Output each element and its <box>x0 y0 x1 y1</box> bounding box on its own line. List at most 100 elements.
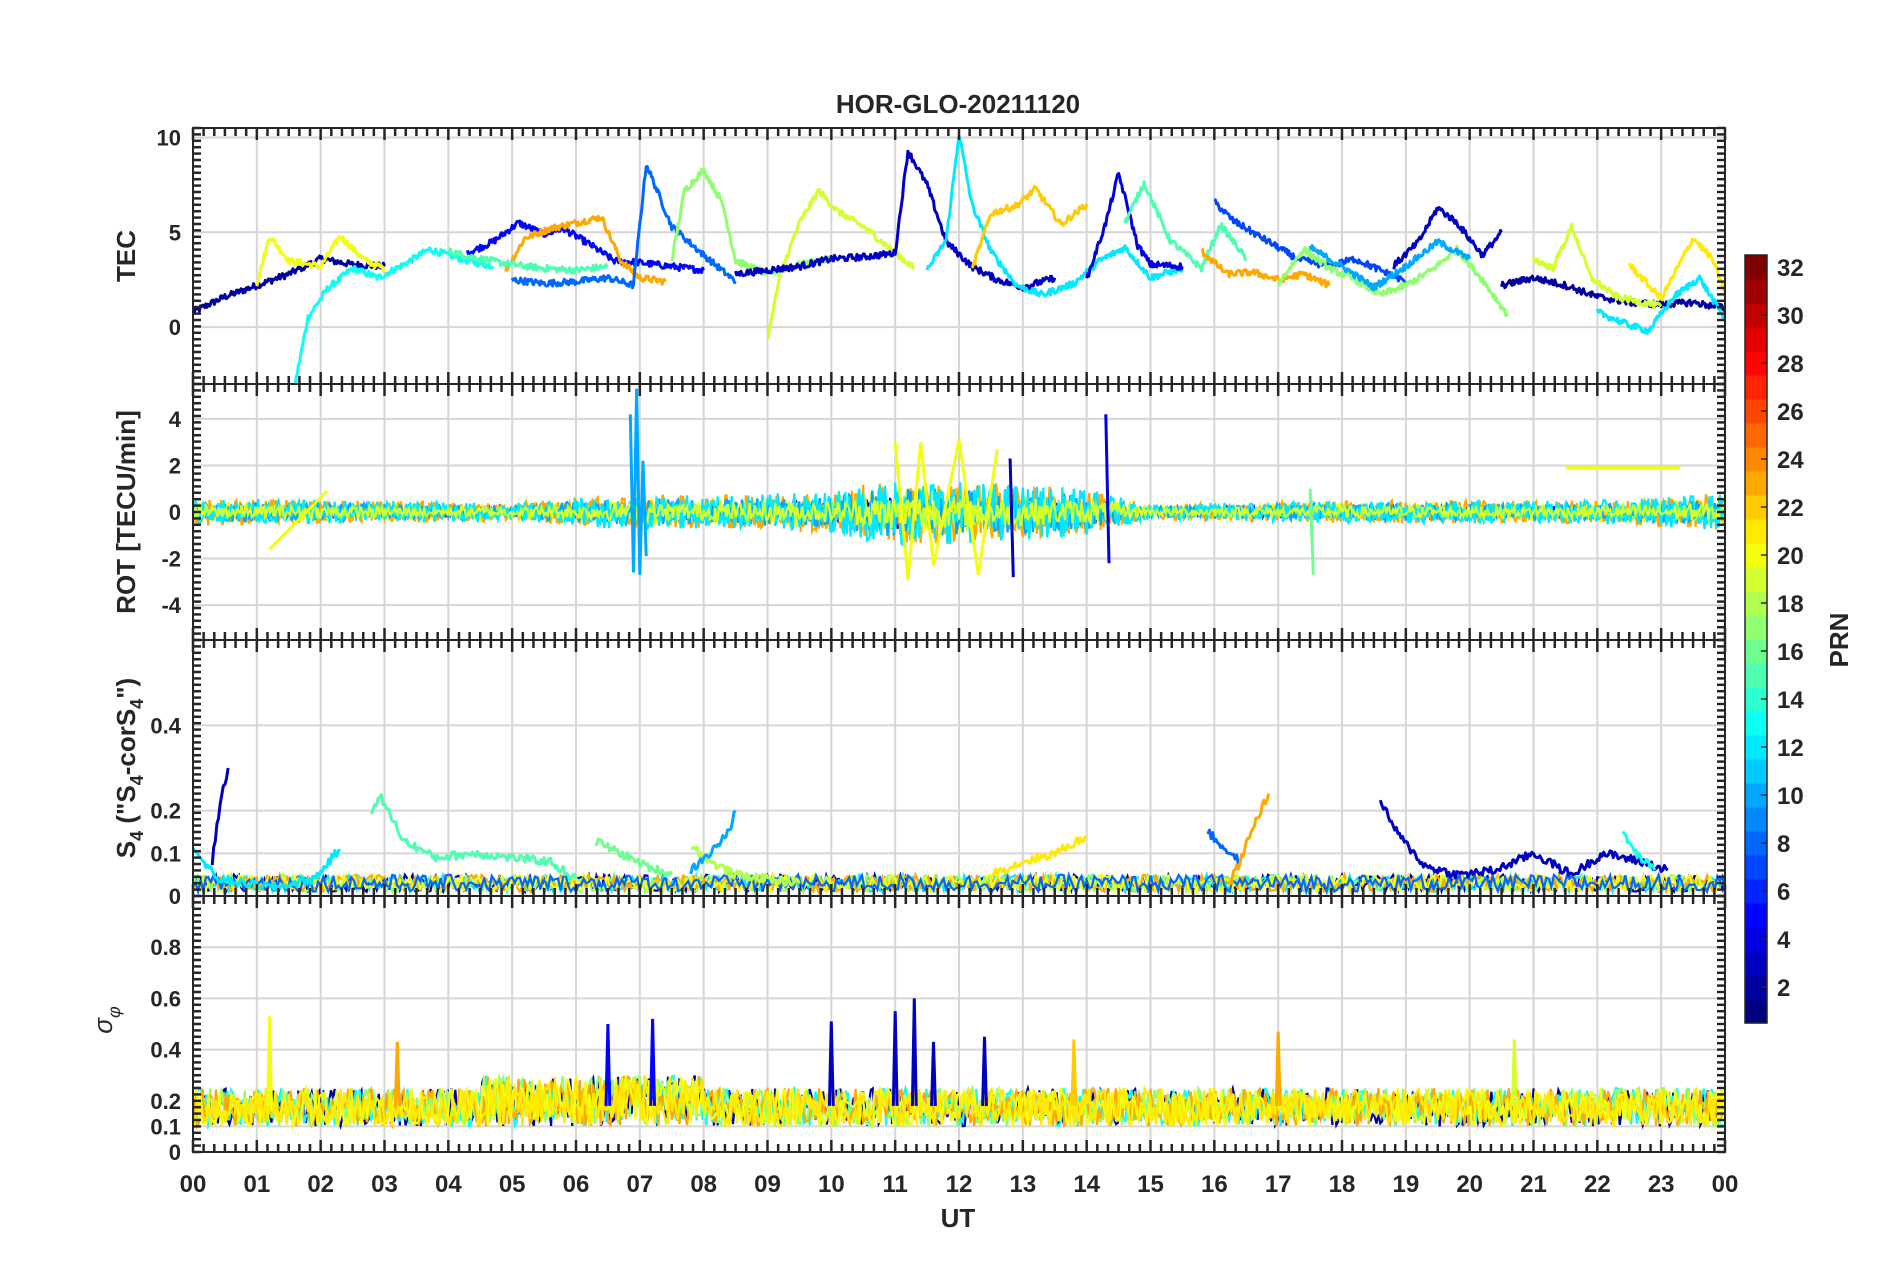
colorbar-swatch <box>1745 447 1767 472</box>
colorbar-swatch <box>1745 831 1767 856</box>
sigma-spike <box>891 1011 899 1106</box>
colorbar-tick-label: 12 <box>1777 735 1804 762</box>
colorbar-swatch <box>1745 519 1767 544</box>
y-tick-label: 0.1 <box>150 841 181 866</box>
colorbar-swatch <box>1745 663 1767 688</box>
chart-title: HOR-GLO-20211120 <box>836 89 1080 119</box>
x-tick-label: 08 <box>690 1171 717 1198</box>
x-tick-label: 01 <box>243 1171 270 1198</box>
rot-spike <box>268 490 329 551</box>
tec-trace-prn-23 <box>504 214 667 286</box>
tec-trace-prn-13 <box>293 246 495 384</box>
sigma-spike <box>981 1036 988 1106</box>
colorbar-swatch <box>1745 639 1767 664</box>
colorbar-swatch <box>1745 687 1767 712</box>
colorbar-tick-label: 28 <box>1777 351 1804 378</box>
tec-trace-prn-2 <box>1500 274 1725 312</box>
colorbar-swatch <box>1745 735 1767 760</box>
colorbar-swatch <box>1745 927 1767 952</box>
tec-trace-prn-17 <box>1276 244 1510 318</box>
y-tick-label: 0.6 <box>150 986 181 1011</box>
tec-trace-prn-4 <box>1085 172 1184 279</box>
colorbar-swatch <box>1745 591 1767 616</box>
y-tick-label: 0 <box>169 315 181 340</box>
x-tick-labels: 00 01 02 03 04 05 06 07 08 09 10 11 12 13 14 15 16 17 18 19… <box>180 1171 1739 1198</box>
s4-trace-prn-10 <box>689 809 737 875</box>
panel-tec: 0 5 10 TEC <box>111 125 1727 386</box>
x-tick-label: 19 <box>1392 1171 1419 1198</box>
sigma-baseline-prn-21 <box>193 1075 1724 1130</box>
colorbar-label: PRN <box>1824 613 1854 668</box>
rot-spike <box>1104 414 1111 564</box>
y-tick-label: 0.4 <box>150 713 181 738</box>
colorbar-swatch <box>1745 783 1767 808</box>
tec-trace-prn-21 <box>1627 237 1725 302</box>
s4-trace-prn-12 <box>193 847 342 892</box>
colorbar-swatch <box>1745 903 1767 928</box>
x-tick-label: 00 <box>180 1171 207 1198</box>
x-tick-label: 14 <box>1073 1171 1100 1198</box>
colorbar-tick-label: 4 <box>1777 927 1791 954</box>
sigma-spike <box>1274 1031 1282 1106</box>
s4-ylabel: S4 ("S4-corS4") <box>111 678 147 858</box>
colorbar-tick-label: 10 <box>1777 783 1804 810</box>
x-tick-label: 06 <box>563 1171 590 1198</box>
tec-trace-prn-2 <box>193 254 386 315</box>
sigma-phi-ylabel: σφ <box>88 1006 124 1034</box>
colorbar-swatch <box>1745 759 1767 784</box>
colorbar-frame <box>1744 254 1768 1024</box>
x-tick-label: 20 <box>1456 1171 1483 1198</box>
colorbar-tick-label: 6 <box>1777 879 1790 906</box>
x-tick-label: 22 <box>1584 1171 1611 1198</box>
sigma-baseline-prn-20 <box>193 1075 1725 1131</box>
sigma-spike <box>393 1041 401 1106</box>
colorbar-swatch <box>1745 351 1767 376</box>
tec-trace-prn-3 <box>1392 206 1503 270</box>
colorbar-tick-label: 8 <box>1777 831 1790 858</box>
colorbar-swatch <box>1745 303 1767 328</box>
y-tick-label: -4 <box>161 593 181 618</box>
s4-trace-prn-16 <box>594 837 674 878</box>
tec-trace-prn-7 <box>1213 198 1407 285</box>
x-tick-label: 12 <box>946 1171 973 1198</box>
tec-trace-prn-15 <box>447 247 609 275</box>
y-tick-label: 0.1 <box>150 1114 181 1139</box>
x-tick-label: 03 <box>371 1171 398 1198</box>
y-tick-label: 10 <box>157 125 181 150</box>
x-tick-label: 07 <box>626 1171 653 1198</box>
y-tick-label: 4 <box>169 407 182 432</box>
tec-trace-prn-19 <box>1532 222 1663 310</box>
tec-trace-prn-12 <box>1595 274 1725 336</box>
y-tick-label: 0.2 <box>150 1089 181 1114</box>
colorbar-tick-label: 30 <box>1777 303 1804 330</box>
colorbar-swatch <box>1745 471 1767 496</box>
s4-trace-prn-21 <box>989 834 1088 880</box>
sigma-spike <box>266 1016 273 1106</box>
colorbar-tick-label: 14 <box>1777 687 1804 714</box>
y-tick-label: 0.4 <box>150 1038 181 1063</box>
s4-trace-prn-8 <box>1206 828 1242 866</box>
colorbar-swatch <box>1745 855 1767 880</box>
colorbar-tick-label: 26 <box>1777 399 1804 426</box>
colorbar-tick-label: 32 <box>1777 255 1804 282</box>
colorbar-tick-label: 22 <box>1777 495 1804 522</box>
colorbar-swatch <box>1745 255 1767 280</box>
sigma-spike <box>930 1041 937 1106</box>
rot-spike <box>628 388 648 575</box>
tec-trace-prn-12 <box>925 134 1184 298</box>
y-tick-label: -2 <box>161 547 181 572</box>
y-tick-label: 2 <box>169 453 181 478</box>
y-tick-label: 5 <box>169 220 181 245</box>
panel-rot: -4 -2 0 2 4 ROT [TECU/min] <box>111 382 1727 642</box>
x-tick-label: 17 <box>1265 1171 1292 1198</box>
s4-trace-prn-3 <box>210 767 230 866</box>
colorbar-swatch <box>1745 711 1767 736</box>
colorbar-tick-label: 2 <box>1777 975 1790 1002</box>
sigma-spike <box>1070 1039 1078 1106</box>
colorbar-swatch <box>1745 879 1767 904</box>
colorbar-swatch <box>1745 951 1767 976</box>
rot-trace-prn-19 <box>193 494 1725 532</box>
tec-trace-prn-15 <box>1123 180 1248 273</box>
colorbar-tick-label: 18 <box>1777 591 1804 618</box>
